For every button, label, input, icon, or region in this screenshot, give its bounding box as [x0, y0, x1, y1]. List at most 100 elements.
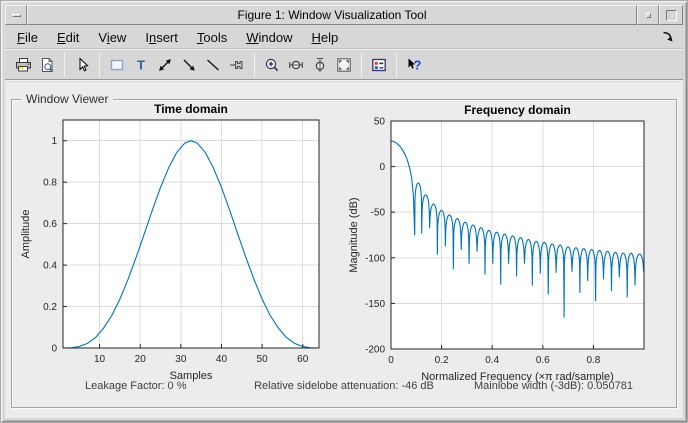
menu-item-view[interactable]: View: [98, 30, 127, 45]
y-tick-label: 0.6: [43, 219, 57, 230]
window-menu-button[interactable]: [5, 5, 27, 25]
svg-text:?: ?: [414, 57, 422, 72]
x-tick-label: 0.4: [485, 355, 499, 366]
window-title: Figure 1: Window Visualization Tool: [237, 8, 427, 22]
full-view-icon: [337, 57, 351, 72]
maximize-button[interactable]: [659, 5, 683, 25]
y-tick-label: 0: [379, 162, 385, 173]
zoom-x-icon: [289, 60, 303, 69]
insert-line-button[interactable]: [201, 52, 225, 78]
axes-box: [390, 120, 645, 350]
pin-to-axes-icon: [230, 60, 243, 69]
plot-area: [391, 121, 644, 349]
y-tick-label: -50: [371, 208, 386, 219]
leakage-factor-text: Leakage Factor: 0 %: [85, 380, 187, 392]
x-tick-label: 0: [388, 355, 394, 366]
maximize-icon: [665, 9, 677, 21]
chart-title: Time domain: [154, 102, 228, 116]
axes-box: [62, 119, 320, 349]
y-tick-label: 0: [51, 344, 57, 355]
insert-arrow-icon: [183, 59, 195, 71]
title-cell[interactable]: Figure 1: Window Visualization Tool: [27, 5, 637, 25]
x-tick-label: 40: [216, 354, 228, 365]
x-tick-label: 50: [257, 354, 269, 365]
print-preview-button[interactable]: [35, 52, 59, 78]
dock-figure-icon[interactable]: [661, 30, 675, 44]
toolbar-separator: [64, 52, 65, 77]
y-tick-label: 50: [374, 117, 386, 128]
y-tick-label: 0.4: [43, 261, 57, 272]
x-axis-label: Normalized Frequency (×π rad/sample): [421, 371, 614, 383]
zoom-in-button[interactable]: [260, 52, 284, 78]
toolbar-separator: [99, 52, 100, 77]
insert-arrow-button[interactable]: [177, 52, 201, 78]
insert-text-button[interactable]: T: [129, 52, 153, 78]
insert-rectangle-button[interactable]: [105, 52, 129, 78]
y-axis-label: Magnitude (dB): [348, 197, 360, 272]
menu-item-tools[interactable]: Tools: [196, 30, 228, 45]
toolbar-separator: [361, 52, 362, 77]
y-tick-label: -200: [365, 345, 385, 356]
insert-text-icon: T: [137, 57, 145, 72]
whats-this-button[interactable]: ?: [402, 52, 426, 78]
menu-items: File Edit View Insert Tools Window Help: [17, 30, 357, 45]
menu-item-help[interactable]: Help: [311, 30, 339, 45]
svg-text:T: T: [137, 57, 145, 72]
toolbar: T?: [5, 50, 683, 80]
plot-area: [63, 120, 319, 348]
x-tick-label: 20: [135, 354, 147, 365]
analysis-parameters-button[interactable]: [367, 52, 391, 78]
x-tick-label: 10: [94, 354, 106, 365]
minimize-icon: [645, 12, 651, 18]
full-view-button[interactable]: [332, 52, 356, 78]
y-tick-label: 0.8: [43, 178, 57, 189]
print-preview-icon: [42, 57, 54, 72]
y-tick-label: 1: [51, 136, 57, 147]
zoom-x-button[interactable]: [284, 52, 308, 78]
y-tick-label: -100: [365, 253, 385, 264]
window-menu-icon: [11, 13, 21, 17]
menu-bar: File Edit View Insert Tools Window Help: [5, 27, 683, 49]
insert-double-arrow-button[interactable]: [153, 52, 177, 78]
title-bar: Figure 1: Window Visualization Tool: [5, 5, 683, 25]
edit-plot-pointer-icon: [79, 56, 89, 71]
zoom-y-button[interactable]: [308, 52, 332, 78]
insert-rectangle-icon: [110, 59, 124, 70]
x-tick-label: 0.6: [536, 355, 550, 366]
window-viewer-label: Window Viewer: [21, 92, 114, 106]
print-button[interactable]: [11, 52, 35, 78]
insert-line-icon: [207, 59, 219, 70]
edit-plot-pointer-button[interactable]: [70, 52, 94, 78]
x-tick-label: 0.8: [586, 355, 600, 366]
minimize-button[interactable]: [637, 5, 659, 25]
chart-title: Frequency domain: [464, 103, 571, 117]
menu-item-window[interactable]: Window: [246, 30, 293, 45]
zoom-in-icon: [265, 58, 279, 71]
x-tick-label: 60: [297, 354, 309, 365]
whats-this-icon: ?: [408, 57, 422, 72]
window-viewer-groupbox: [11, 99, 677, 408]
figure-canvas: Window Viewer 10 20 30 40 50 60 0 0.2 0.4 0.6 0.8 1…: [5, 82, 683, 418]
analysis-parameters-icon: [372, 58, 386, 71]
y-tick-label: 0.2: [43, 302, 57, 313]
insert-double-arrow-icon: [159, 58, 171, 71]
toolbar-separator: [396, 52, 397, 77]
print-icon: [16, 57, 31, 71]
pin-to-axes-button[interactable]: [225, 52, 249, 78]
menu-item-edit[interactable]: Edit: [56, 30, 80, 45]
menu-item-insert[interactable]: Insert: [145, 30, 178, 45]
sidelobe-attenuation-text: Relative sidelobe attenuation: -46 dB: [254, 380, 434, 392]
frequency-domain-plot[interactable]: 0 0.2 0.4 0.6 0.8 50 0 -50 -100 -150 -200 Frequency…: [347, 100, 682, 392]
y-axis-label: Amplitude: [20, 210, 32, 259]
x-axis-label: Samples: [170, 370, 213, 382]
zoom-y-icon: [315, 57, 325, 72]
x-tick-label: 0.2: [435, 355, 449, 366]
mainlobe-width-text: Mainlobe width (-3dB): 0.050781: [474, 380, 633, 392]
y-tick-label: -150: [365, 299, 385, 310]
x-tick-label: 30: [175, 354, 187, 365]
time-domain-plot[interactable]: 10 20 30 40 50 60 0 0.2 0.4 0.6 0.8 1 Time domain Sam…: [15, 100, 345, 392]
data-series: [390, 140, 645, 318]
menu-item-file[interactable]: File: [17, 30, 38, 45]
toolbar-separator: [254, 52, 255, 77]
